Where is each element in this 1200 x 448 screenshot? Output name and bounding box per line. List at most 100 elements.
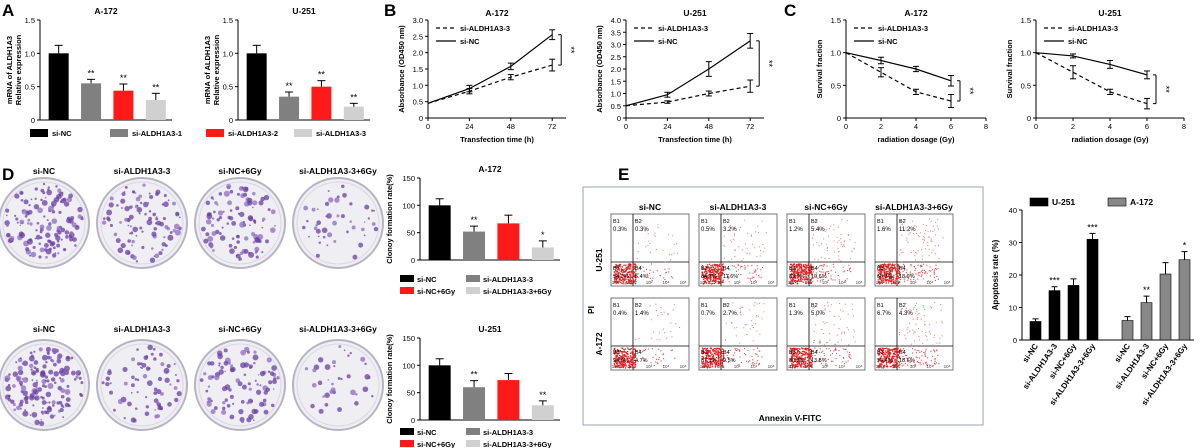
colony	[15, 361, 18, 364]
flow-event	[933, 273, 935, 275]
flow-event	[715, 268, 718, 271]
flow-event	[801, 353, 804, 355]
colony	[363, 234, 366, 237]
flow-event	[822, 321, 824, 323]
culture-plate-rim	[296, 181, 380, 265]
C2-x-tick-label: 2	[1071, 122, 1075, 131]
A2-sig-label: **	[318, 70, 326, 80]
colony	[141, 230, 144, 233]
flow-event	[910, 343, 912, 345]
flow-quadrant-name: B1	[701, 219, 708, 225]
C1-x-tick-label: 2	[879, 122, 883, 131]
colony	[143, 355, 149, 361]
colony	[173, 386, 178, 390]
flow-event	[894, 283, 897, 285]
colony	[137, 362, 141, 366]
flow-event	[751, 243, 753, 245]
colony	[273, 377, 277, 381]
flow-tick-label: 10⁵	[944, 364, 951, 369]
A1-y-tick-label: 1.5	[25, 16, 35, 25]
flow-event	[712, 275, 714, 277]
flow-event	[797, 353, 799, 355]
flow-event	[819, 339, 821, 341]
colony	[253, 361, 256, 365]
flow-event	[617, 277, 619, 279]
colony	[148, 192, 151, 195]
colony	[236, 234, 239, 238]
flow-event	[717, 267, 719, 269]
flow-event	[798, 263, 800, 266]
flow-event	[727, 275, 729, 278]
flow-event	[936, 349, 938, 351]
colony	[18, 231, 24, 237]
flow-event	[624, 275, 626, 277]
flow-event	[895, 361, 897, 364]
panel-letter-e: E	[618, 165, 629, 184]
flow-event	[829, 311, 831, 313]
colony	[317, 235, 320, 238]
colony	[315, 253, 320, 258]
colony	[161, 242, 166, 247]
flow-tick-label: 10⁴	[663, 280, 670, 285]
flow-event	[722, 272, 724, 275]
colony	[35, 386, 38, 390]
colony	[223, 238, 225, 241]
flow-event	[799, 366, 802, 368]
culture-plate	[292, 339, 384, 431]
colony	[66, 384, 70, 388]
legend-a-swatch	[294, 129, 312, 137]
flow-event	[658, 356, 660, 359]
flow-event	[919, 272, 921, 274]
flow-event	[818, 340, 821, 343]
C1-y-tick-label: 1.0	[831, 49, 841, 58]
colony	[226, 403, 231, 408]
B2-x-tick-label: 48	[705, 122, 713, 131]
colony	[236, 240, 240, 244]
colony	[231, 237, 235, 240]
flow-event	[634, 276, 636, 278]
flow-event	[753, 304, 755, 306]
colony	[242, 220, 246, 224]
flow-event	[719, 280, 722, 282]
D1-title: A-172	[478, 164, 501, 174]
flow-event	[899, 345, 901, 347]
flow-event	[797, 275, 800, 278]
flow-event	[795, 364, 797, 366]
flow-event	[633, 265, 635, 268]
flow-event	[623, 365, 626, 367]
flow-event	[713, 350, 716, 352]
flow-event	[823, 263, 825, 265]
A1-y-label: mRNA of ALDH1A3	[5, 36, 14, 104]
flow-event	[928, 236, 930, 238]
flow-event	[852, 308, 854, 311]
flow-event	[740, 314, 742, 316]
flow-event	[632, 275, 635, 277]
flow-event	[921, 272, 924, 274]
colony	[47, 186, 50, 189]
flow-event	[927, 244, 929, 247]
flow-event	[710, 354, 713, 356]
flow-event	[733, 327, 736, 329]
flow-event	[916, 361, 918, 363]
colony	[58, 210, 62, 214]
flow-event	[761, 220, 763, 222]
flow-event	[848, 264, 850, 266]
colony	[249, 364, 253, 369]
flow-event	[895, 273, 898, 276]
flow-event	[815, 324, 817, 326]
flow-event	[915, 226, 917, 228]
colony	[138, 194, 143, 199]
C2-title: U-251	[1098, 8, 1121, 18]
colony	[28, 204, 31, 207]
flow-event	[623, 348, 625, 351]
colony	[246, 417, 252, 423]
A2-y-label: mRNA of ALDH1A3	[203, 36, 212, 104]
flow-event	[662, 328, 664, 330]
flow-event	[790, 270, 792, 273]
flow-event	[806, 357, 809, 359]
flow-event	[619, 281, 621, 283]
flow-event	[651, 337, 653, 339]
flow-event	[648, 348, 650, 350]
flow-event	[802, 278, 804, 280]
colony	[68, 235, 72, 238]
